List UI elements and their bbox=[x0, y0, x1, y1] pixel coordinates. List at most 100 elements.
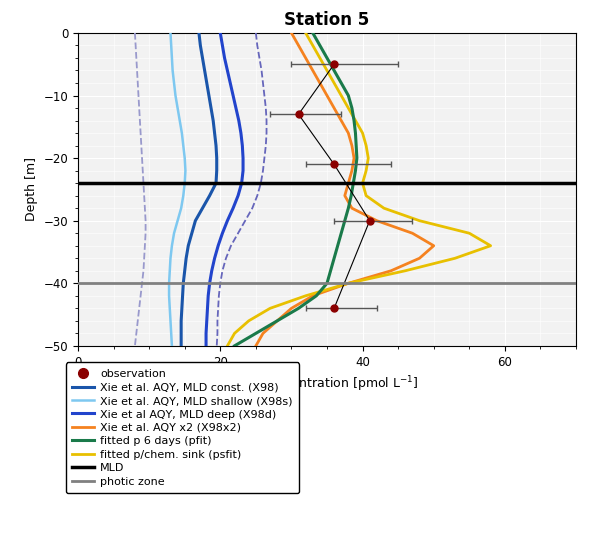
Xie et al. AQY, MLD shallow (X98s) bbox=[166, 305, 173, 312]
Xie et al. AQY, MLD shallow (X98s) bbox=[169, 55, 176, 61]
Line: Xie et al. AQY, MLD const. (X98): Xie et al. AQY, MLD const. (X98) bbox=[181, 33, 217, 346]
Xie et al. AQY x2 (X98x2) bbox=[348, 167, 355, 174]
Line: Xie et al. AQY, MLD shallow (X98s): Xie et al. AQY, MLD shallow (X98s) bbox=[169, 33, 185, 346]
Xie et al. AQY, MLD shallow (X98s) bbox=[169, 243, 176, 249]
fitted p 6 days (pfit) bbox=[347, 192, 355, 199]
Xie et al. AQY, MLD shallow (X98s) bbox=[170, 80, 178, 86]
Xie et al AQY, MLD deep (X98d) bbox=[229, 92, 236, 99]
Xie et al AQY, MLD deep (X98d) bbox=[229, 205, 236, 211]
fitted p/chem. sink (psfit) bbox=[362, 167, 370, 174]
Xie et al AQY, MLD deep (X98d) bbox=[221, 55, 228, 61]
Xie et al AQY, MLD deep (X98d) bbox=[224, 217, 231, 224]
fitted p 6 days (pfit) bbox=[345, 92, 352, 99]
Line: Xie et al. AQY x2 (X98x2): Xie et al. AQY x2 (X98x2) bbox=[256, 33, 434, 346]
Xie et al. AQY, MLD shallow (X98s) bbox=[181, 180, 188, 187]
fitted p 6 days (pfit) bbox=[252, 330, 259, 337]
fitted p/chem. sink (psfit) bbox=[362, 142, 370, 149]
Xie et al. AQY x2 (X98x2) bbox=[341, 192, 349, 199]
Xie et al. AQY, MLD const. (X98) bbox=[208, 105, 215, 111]
Line: Xie et al AQY, MLD deep (X98d): Xie et al AQY, MLD deep (X98d) bbox=[206, 33, 243, 346]
Xie et al AQY, MLD deep (X98d) bbox=[232, 105, 239, 111]
Xie et al. AQY, MLD const. (X98) bbox=[213, 155, 220, 161]
Xie et al AQY, MLD deep (X98d) bbox=[215, 243, 222, 249]
Xie et al. AQY x2 (X98x2) bbox=[295, 42, 302, 49]
Xie et al. AQY, MLD const. (X98) bbox=[197, 42, 204, 49]
Xie et al. AQY, MLD const. (X98) bbox=[205, 92, 212, 99]
Xie et al. AQY, MLD const. (X98) bbox=[178, 343, 185, 349]
fitted p/chem. sink (psfit) bbox=[466, 230, 473, 237]
fitted p 6 days (pfit) bbox=[323, 55, 331, 61]
Xie et al. AQY, MLD shallow (X98s) bbox=[167, 42, 175, 49]
Xie et al AQY, MLD deep (X98d) bbox=[203, 317, 211, 324]
fitted p 6 days (pfit) bbox=[341, 217, 349, 224]
fitted p 6 days (pfit) bbox=[316, 42, 323, 49]
Xie et al AQY, MLD deep (X98d) bbox=[238, 180, 245, 187]
Legend: observation, Xie et al. AQY, MLD const. (X98), Xie et al. AQY, MLD shallow (X98s: observation, Xie et al. AQY, MLD const. … bbox=[65, 362, 299, 494]
Xie et al. AQY x2 (X98x2) bbox=[345, 130, 352, 136]
fitted p 6 days (pfit) bbox=[338, 80, 345, 86]
Xie et al. AQY x2 (X98x2) bbox=[259, 330, 266, 337]
fitted p 6 days (pfit) bbox=[331, 255, 338, 261]
fitted p 6 days (pfit) bbox=[295, 305, 302, 312]
Xie et al. AQY x2 (X98x2) bbox=[323, 92, 331, 99]
Y-axis label: Depth [m]: Depth [m] bbox=[25, 158, 38, 221]
X-axis label: CS$_2$ concentration [pmol L$^{-1}$]: CS$_2$ concentration [pmol L$^{-1}$] bbox=[235, 374, 419, 394]
fitted p 6 days (pfit) bbox=[348, 105, 355, 111]
Title: Station 5: Station 5 bbox=[284, 10, 370, 29]
Xie et al. AQY, MLD shallow (X98s) bbox=[167, 330, 175, 337]
Xie et al AQY, MLD deep (X98d) bbox=[235, 117, 242, 124]
Xie et al. AQY, MLD shallow (X98s) bbox=[169, 67, 176, 74]
fitted p 6 days (pfit) bbox=[231, 343, 238, 349]
fitted p/chem. sink (psfit) bbox=[245, 317, 253, 324]
fitted p 6 days (pfit) bbox=[353, 142, 360, 149]
fitted p 6 days (pfit) bbox=[353, 155, 361, 161]
Xie et al. AQY, MLD const. (X98) bbox=[196, 30, 203, 36]
fitted p/chem. sink (psfit) bbox=[352, 117, 359, 124]
fitted p/chem. sink (psfit) bbox=[345, 280, 352, 287]
Line: fitted p/chem. sink (psfit): fitted p/chem. sink (psfit) bbox=[227, 33, 491, 346]
fitted p 6 days (pfit) bbox=[350, 180, 357, 187]
Xie et al. AQY, MLD shallow (X98s) bbox=[176, 117, 184, 124]
Xie et al. AQY, MLD const. (X98) bbox=[209, 117, 217, 124]
fitted p/chem. sink (psfit) bbox=[359, 180, 366, 187]
Xie et al. AQY x2 (X98x2) bbox=[345, 280, 352, 287]
fitted p/chem. sink (psfit) bbox=[331, 80, 338, 86]
Xie et al. AQY, MLD shallow (X98s) bbox=[166, 293, 173, 299]
Xie et al. AQY, MLD shallow (X98s) bbox=[169, 343, 176, 349]
Xie et al. AQY, MLD const. (X98) bbox=[206, 192, 213, 199]
fitted p/chem. sink (psfit) bbox=[401, 267, 409, 274]
Xie et al. AQY, MLD const. (X98) bbox=[188, 230, 196, 237]
Xie et al. AQY, MLD shallow (X98s) bbox=[167, 30, 174, 36]
Xie et al. AQY, MLD shallow (X98s) bbox=[166, 267, 173, 274]
Xie et al. AQY, MLD const. (X98) bbox=[212, 142, 220, 149]
Xie et al AQY, MLD deep (X98d) bbox=[238, 130, 245, 136]
Xie et al AQY, MLD deep (X98d) bbox=[217, 30, 224, 36]
Xie et al. AQY, MLD const. (X98) bbox=[178, 317, 185, 324]
Xie et al. AQY x2 (X98x2) bbox=[416, 255, 423, 261]
Xie et al. AQY x2 (X98x2) bbox=[409, 230, 416, 237]
fitted p 6 days (pfit) bbox=[345, 205, 352, 211]
Xie et al. AQY x2 (X98x2) bbox=[373, 217, 380, 224]
Xie et al AQY, MLD deep (X98d) bbox=[219, 230, 226, 237]
Xie et al. AQY, MLD shallow (X98s) bbox=[179, 142, 187, 149]
fitted p/chem. sink (psfit) bbox=[359, 130, 366, 136]
fitted p/chem. sink (psfit) bbox=[266, 305, 274, 312]
fitted p/chem. sink (psfit) bbox=[416, 217, 423, 224]
Xie et al AQY, MLD deep (X98d) bbox=[235, 192, 242, 199]
Xie et al. AQY, MLD const. (X98) bbox=[201, 67, 208, 74]
fitted p/chem. sink (psfit) bbox=[365, 155, 372, 161]
Xie et al. AQY x2 (X98x2) bbox=[388, 267, 395, 274]
Line: fitted p 6 days (pfit): fitted p 6 days (pfit) bbox=[235, 33, 357, 346]
Xie et al. AQY, MLD shallow (X98s) bbox=[179, 192, 187, 199]
Xie et al. AQY, MLD const. (X98) bbox=[178, 305, 185, 312]
fitted p/chem. sink (psfit) bbox=[487, 243, 494, 249]
fitted p/chem. sink (psfit) bbox=[338, 92, 345, 99]
Xie et al. AQY x2 (X98x2) bbox=[274, 317, 281, 324]
Xie et al AQY, MLD deep (X98d) bbox=[205, 293, 212, 299]
Xie et al. AQY x2 (X98x2) bbox=[309, 67, 316, 74]
Xie et al AQY, MLD deep (X98d) bbox=[202, 343, 209, 349]
Xie et al. AQY, MLD shallow (X98s) bbox=[178, 130, 185, 136]
Xie et al. AQY, MLD shallow (X98s) bbox=[181, 155, 188, 161]
Xie et al. AQY, MLD const. (X98) bbox=[203, 80, 211, 86]
Xie et al. AQY x2 (X98x2) bbox=[348, 142, 355, 149]
